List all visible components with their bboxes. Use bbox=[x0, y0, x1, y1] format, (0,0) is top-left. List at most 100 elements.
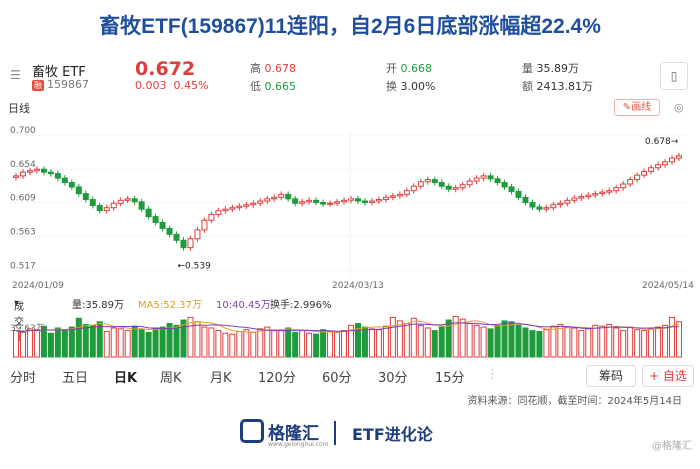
candle-body bbox=[285, 193, 292, 200]
candlestick-chart[interactable]: 0.700 0.654 0.609 0.563 0.517 0.678→ ←0.539 202… bbox=[0, 120, 700, 295]
candle-body bbox=[173, 233, 180, 241]
tab-weekly[interactable]: 周K bbox=[160, 371, 182, 386]
candle-body bbox=[578, 196, 585, 199]
candle-body bbox=[250, 202, 257, 206]
draw-line-button[interactable]: ✎画线 bbox=[614, 99, 660, 116]
candle-body bbox=[68, 182, 75, 188]
volume-bar bbox=[361, 326, 368, 358]
tab-60min[interactable]: 60分 bbox=[322, 371, 352, 386]
volume-chart: 39.63万 bbox=[10, 316, 683, 358]
tab-120min[interactable]: 120分 bbox=[258, 371, 296, 386]
candle-body bbox=[208, 213, 215, 221]
stat-amount-value: 2413.81万 bbox=[536, 80, 594, 93]
add-watchlist-button[interactable]: + 自选 bbox=[642, 365, 694, 387]
tab-30min[interactable]: 30分 bbox=[378, 371, 408, 386]
eye-icon[interactable]: ◎ bbox=[674, 101, 684, 114]
candle-body bbox=[54, 173, 61, 179]
candle-body bbox=[417, 181, 424, 187]
volume-bar bbox=[166, 323, 173, 358]
volume-bar bbox=[271, 330, 278, 358]
volume-bar bbox=[124, 330, 131, 358]
tab-intraday[interactable]: 分时 bbox=[10, 371, 37, 386]
candle-body bbox=[26, 170, 33, 173]
tab-15min[interactable]: 15分 bbox=[435, 371, 465, 386]
volume-value: 量:35.89万 bbox=[72, 300, 124, 311]
volume-bar bbox=[75, 317, 82, 358]
quote-row: ☰ 畜牧 ETF 融 159867 0.672 0.003 0.45% 高 0.6… bbox=[0, 58, 700, 96]
stock-code: 159867 bbox=[47, 78, 89, 91]
volume-bar bbox=[54, 327, 61, 358]
volume-bar bbox=[641, 330, 648, 358]
candle-body bbox=[145, 208, 152, 218]
candle-body bbox=[424, 179, 431, 183]
volume-bar bbox=[599, 325, 606, 358]
candle-body bbox=[550, 204, 557, 209]
price-change: 0.003 0.45% bbox=[135, 79, 208, 92]
candle-body bbox=[669, 157, 676, 163]
chips-button[interactable]: 筹码 bbox=[586, 365, 636, 387]
y-tick-label: 0.563 bbox=[10, 228, 36, 238]
volume-header: 成交量 ▾ 量:35.89万 MA5:52.37万 10:40.45万 换手:2… bbox=[0, 294, 700, 343]
data-source: 资料来源：同花顺，截至时间：2024年5月14日 bbox=[467, 396, 682, 407]
volume-bar bbox=[550, 325, 557, 358]
volume-bar bbox=[26, 328, 33, 358]
tab-five-day[interactable]: 五日 bbox=[62, 371, 89, 386]
stat-low: 低 0.665 bbox=[250, 78, 296, 94]
phone-icon[interactable]: ▯ bbox=[660, 62, 688, 90]
candle-body bbox=[215, 210, 222, 215]
more-icon[interactable]: ⋮ bbox=[486, 367, 499, 382]
footer-divider bbox=[334, 421, 336, 445]
volume-bar bbox=[501, 320, 508, 358]
volume-bar bbox=[257, 328, 264, 358]
candle-body bbox=[382, 196, 389, 201]
candle-body bbox=[131, 198, 138, 203]
volume-bar bbox=[138, 329, 145, 358]
chart-header: 日线 ✎画线 ◎ bbox=[0, 99, 700, 120]
x-tick-label: 2024/05/14 bbox=[642, 281, 694, 291]
candle-body bbox=[327, 202, 334, 205]
candle-body bbox=[278, 193, 285, 198]
slogan: ETF进化论 bbox=[352, 425, 433, 444]
volume-bar bbox=[320, 329, 327, 358]
candle-body bbox=[13, 175, 19, 178]
candle-body bbox=[522, 196, 529, 204]
draw-line-label: 画线 bbox=[631, 102, 652, 113]
volume-bar bbox=[187, 316, 194, 358]
candle-body bbox=[75, 186, 82, 195]
candle-body bbox=[627, 179, 634, 185]
brand-url: www.gelonghui.com bbox=[268, 441, 329, 448]
volume-bar bbox=[159, 326, 166, 358]
volume-bar bbox=[445, 319, 452, 358]
volume-bar bbox=[96, 321, 103, 358]
menu-icon[interactable]: ☰ bbox=[10, 68, 21, 82]
stat-amount-label: 额 bbox=[522, 80, 533, 93]
candle-body bbox=[515, 190, 522, 198]
volume-bar bbox=[278, 329, 285, 358]
stat-low-value: 0.665 bbox=[264, 80, 297, 93]
change-percent: 0.45% bbox=[173, 79, 209, 92]
volume-bar bbox=[68, 326, 75, 358]
stock-code-line: 融 159867 bbox=[32, 78, 89, 91]
tab-monthly[interactable]: 月K bbox=[210, 371, 232, 386]
candle-body bbox=[229, 207, 236, 210]
y-tick-label: 0.609 bbox=[10, 194, 36, 204]
candle-body bbox=[82, 193, 89, 201]
candle-body bbox=[257, 200, 264, 204]
volume-bar bbox=[382, 325, 389, 358]
last-price: 0.672 bbox=[135, 58, 196, 80]
stat-low-label: 低 bbox=[250, 80, 261, 93]
tab-daily[interactable]: 日K bbox=[114, 371, 138, 386]
stat-open-label: 开 bbox=[386, 62, 397, 75]
candle-body bbox=[103, 207, 110, 212]
candle-body bbox=[585, 194, 592, 198]
volume-bar bbox=[82, 323, 89, 358]
volume-bar bbox=[19, 331, 26, 358]
candle-body bbox=[396, 193, 403, 197]
candle-body bbox=[299, 201, 306, 204]
candle-body bbox=[320, 202, 327, 205]
candle-body bbox=[222, 208, 229, 212]
candle-body bbox=[536, 206, 543, 210]
x-tick-label: 2024/01/09 bbox=[12, 281, 64, 291]
high-marker-label: 0.678→ bbox=[645, 137, 679, 147]
volume-bar bbox=[627, 326, 634, 358]
